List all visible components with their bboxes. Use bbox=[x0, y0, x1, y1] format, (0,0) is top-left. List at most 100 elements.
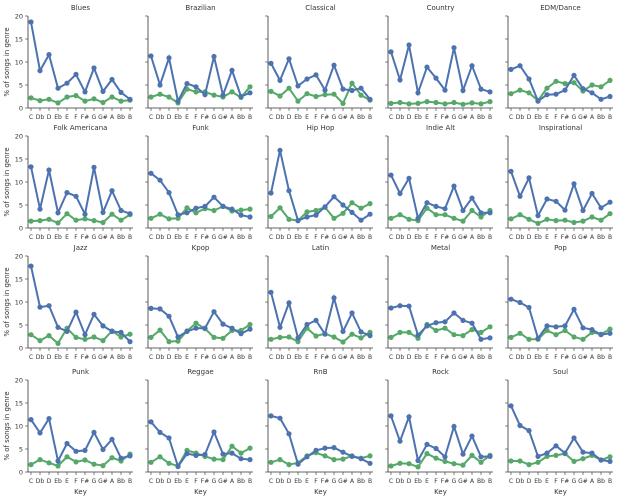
data-point-green bbox=[166, 460, 172, 466]
panel-classical: Classical C Db D Eb E F F# G G# A Bb B bbox=[265, 4, 373, 121]
x-tick-label: Bb bbox=[357, 478, 365, 485]
data-point-green bbox=[571, 334, 577, 340]
y-tick-label: 0 bbox=[19, 225, 23, 233]
data-point-blue bbox=[544, 92, 550, 98]
data-point-blue bbox=[277, 77, 283, 83]
data-point-blue bbox=[451, 45, 457, 51]
panel-indie-alt: Indie Alt C Db D Eb E F F# G G# A Bb B bbox=[385, 124, 493, 241]
data-point-green bbox=[220, 335, 226, 341]
data-point-green bbox=[460, 101, 466, 107]
x-tick-label: Db bbox=[516, 114, 525, 121]
data-point-green bbox=[442, 212, 448, 218]
series-line-green bbox=[390, 100, 491, 106]
data-point-blue bbox=[553, 198, 559, 204]
data-point-green bbox=[508, 91, 514, 97]
x-tick-label: C bbox=[269, 478, 273, 485]
data-point-blue bbox=[202, 325, 208, 331]
x-tick-label: Eb bbox=[534, 354, 542, 361]
x-tick-label: A bbox=[470, 114, 475, 121]
data-point-green bbox=[598, 84, 604, 90]
data-point-blue bbox=[424, 64, 430, 70]
data-point-blue bbox=[73, 193, 79, 199]
x-tick-label: Eb bbox=[54, 114, 62, 121]
data-point-blue bbox=[229, 325, 235, 331]
y-tick-label: 10 bbox=[15, 179, 23, 187]
data-point-blue bbox=[304, 321, 310, 328]
x-tick-label: F# bbox=[81, 114, 89, 121]
data-point-blue bbox=[553, 443, 559, 449]
data-point-blue bbox=[607, 93, 613, 100]
data-point-blue bbox=[349, 310, 355, 316]
data-point-blue bbox=[367, 460, 373, 466]
data-point-blue bbox=[46, 52, 52, 58]
series-line-blue bbox=[390, 304, 491, 341]
data-point-blue bbox=[193, 205, 199, 211]
data-point-blue bbox=[340, 86, 346, 92]
x-tick-label: G bbox=[572, 114, 577, 121]
x-tick-label: A bbox=[590, 478, 595, 485]
x-tick-label: A bbox=[230, 478, 235, 485]
data-point-blue bbox=[424, 323, 430, 329]
data-point-green bbox=[82, 457, 88, 463]
x-tick-label: D bbox=[47, 354, 52, 361]
data-point-green bbox=[349, 80, 355, 86]
x-tick-label: F# bbox=[81, 354, 89, 361]
x-tick-label: A bbox=[110, 354, 115, 361]
data-point-green bbox=[28, 332, 34, 338]
data-point-green bbox=[109, 211, 115, 217]
x-tick-label: B bbox=[368, 114, 372, 121]
series-line-blue bbox=[30, 265, 131, 343]
data-point-green bbox=[508, 334, 514, 340]
data-point-green bbox=[118, 217, 124, 223]
data-point-blue bbox=[313, 447, 319, 453]
data-point-green bbox=[313, 93, 319, 100]
data-point-blue bbox=[607, 199, 613, 205]
data-point-blue bbox=[286, 431, 292, 437]
x-tick-label: A bbox=[590, 114, 595, 121]
data-point-green bbox=[358, 335, 364, 341]
data-point-blue bbox=[589, 450, 595, 456]
data-point-blue bbox=[358, 85, 364, 91]
data-point-green bbox=[286, 216, 292, 222]
data-point-blue bbox=[295, 218, 301, 224]
data-point-blue bbox=[238, 212, 244, 218]
data-point-green bbox=[517, 458, 523, 464]
panel-kpop: Kpop C Db D Eb E F F# G G# A Bb B bbox=[145, 244, 253, 361]
data-point-green bbox=[157, 454, 163, 460]
data-point-green bbox=[304, 209, 310, 215]
data-point-green bbox=[238, 450, 244, 456]
x-tick-label: B bbox=[368, 478, 372, 485]
data-point-blue bbox=[247, 214, 253, 220]
x-axis-label: Key bbox=[434, 488, 447, 496]
data-point-green bbox=[28, 95, 34, 101]
data-point-blue bbox=[82, 211, 88, 217]
y-tick-label: 20 bbox=[15, 13, 23, 21]
x-tick-label: Eb bbox=[294, 114, 302, 121]
x-tick-label: E bbox=[185, 354, 189, 361]
data-point-blue bbox=[238, 331, 244, 337]
data-point-blue bbox=[349, 87, 355, 94]
data-point-green bbox=[55, 100, 61, 106]
x-tick-label: G bbox=[92, 354, 97, 361]
series-line-blue bbox=[30, 21, 131, 101]
data-point-blue bbox=[415, 90, 421, 96]
panel-title: Kpop bbox=[192, 244, 210, 252]
x-tick-label: Bb bbox=[357, 114, 365, 121]
data-point-green bbox=[277, 457, 283, 463]
data-point-blue bbox=[55, 324, 61, 330]
y-tick-label: 20 bbox=[15, 253, 23, 261]
data-point-blue bbox=[589, 327, 595, 333]
x-tick-label: A bbox=[110, 234, 115, 241]
x-tick-label: Eb bbox=[174, 354, 182, 361]
data-point-blue bbox=[193, 84, 199, 90]
data-point-blue bbox=[73, 448, 79, 454]
data-point-blue bbox=[340, 449, 346, 455]
data-point-green bbox=[268, 336, 274, 342]
data-point-blue bbox=[544, 196, 550, 202]
x-tick-label: G# bbox=[578, 114, 588, 121]
x-tick-label: F# bbox=[441, 478, 449, 485]
data-point-green bbox=[268, 88, 274, 94]
x-tick-label: G# bbox=[578, 354, 588, 361]
data-point-blue bbox=[118, 329, 124, 335]
data-point-green bbox=[469, 100, 475, 106]
